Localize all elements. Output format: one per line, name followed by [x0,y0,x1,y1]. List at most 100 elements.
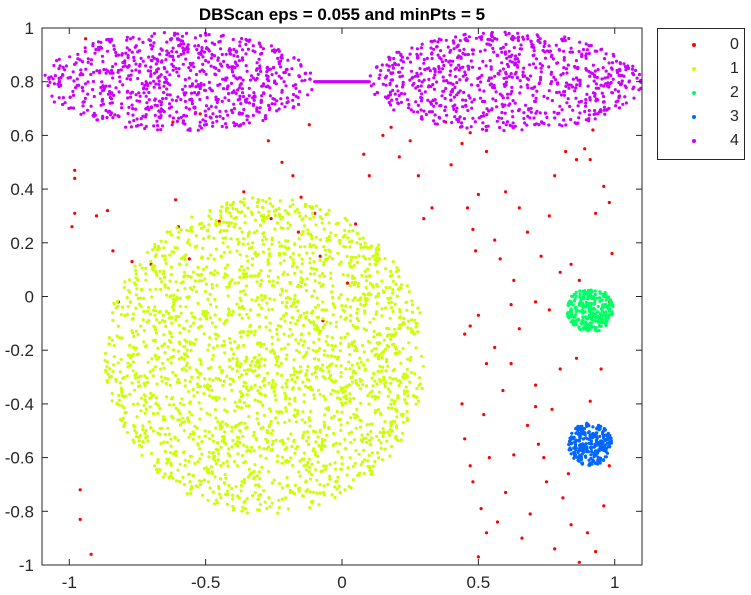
point-cluster-1 [244,355,249,359]
point-cluster-1 [164,240,168,244]
point-cluster-4 [162,90,166,95]
point-cluster-1 [374,295,378,299]
point-cluster-4 [391,66,395,70]
point-cluster-1 [136,402,140,406]
point-cluster-1 [128,392,132,396]
point-cluster-3 [584,442,588,446]
point-cluster-4 [117,115,121,119]
point-cluster-1 [172,297,176,301]
point-cluster-4 [565,101,569,105]
point-cluster-1 [295,412,299,416]
point-cluster-1 [167,403,172,407]
point-cluster-1 [250,298,254,302]
point-cluster-1 [140,453,144,457]
point-cluster-1 [132,440,136,445]
point-cluster-1 [356,383,360,387]
point-cluster-1 [193,342,197,346]
point-cluster-1 [354,381,358,385]
point-cluster-1 [240,480,244,484]
point-cluster-1 [373,460,377,464]
point-cluster-1 [345,332,349,336]
point-cluster-4 [186,50,190,54]
point-cluster-4 [539,70,543,74]
point-cluster-1 [159,441,163,446]
point-cluster-1 [259,392,263,396]
point-cluster-4 [528,63,532,67]
point-cluster-4 [455,93,459,97]
point-cluster-1 [266,258,270,262]
point-cluster-1 [368,469,372,473]
point-cluster-1 [226,294,230,298]
point-cluster-4 [216,58,220,62]
point-cluster-1 [400,322,404,326]
point-cluster-1 [125,312,130,316]
point-cluster-1 [220,439,224,443]
point-cluster-1 [131,331,135,335]
point-cluster-4 [89,62,93,66]
point-cluster-1 [277,498,281,502]
point-cluster-1 [388,376,392,380]
point-cluster-4 [599,48,603,52]
point-cluster-1 [387,333,391,337]
point-cluster-1 [309,266,313,270]
point-cluster-1 [126,353,130,357]
point-cluster-1 [267,381,271,385]
legend: 0 1 2 3 4 [657,28,745,160]
point-cluster-1 [294,447,298,451]
point-cluster-4 [267,79,271,83]
point-cluster-2 [586,304,590,308]
point-cluster-1 [151,429,156,433]
point-cluster-1 [345,421,349,425]
point-cluster-1 [310,462,314,466]
point-cluster-1 [178,296,182,300]
point-cluster-4 [212,65,216,69]
point-cluster-1 [257,365,261,369]
y-tick-label: -0.8 [5,502,34,521]
point-cluster-4 [132,55,136,60]
point-cluster-4 [432,47,436,51]
point-cluster-2 [578,309,582,313]
point-cluster-1 [260,278,264,283]
point-cluster-1 [169,451,173,455]
point-cluster-1 [377,390,382,394]
point-cluster-1 [307,416,311,420]
point-cluster-4 [538,111,542,115]
point-cluster-4 [558,104,562,108]
point-cluster-4 [559,73,563,77]
point-cluster-4 [141,40,145,45]
point-cluster-4 [551,57,556,61]
point-cluster-1 [131,312,135,316]
point-cluster-1 [407,341,411,345]
point-cluster-4 [217,40,221,44]
point-cluster-1 [235,357,239,361]
point-cluster-4 [157,109,161,113]
point-cluster-1 [395,294,399,298]
point-cluster-4 [157,82,161,87]
point-cluster-1 [344,401,348,405]
point-cluster-4 [615,68,619,73]
point-cluster-4 [546,96,550,100]
point-cluster-4 [416,110,420,114]
point-cluster-1 [155,467,159,471]
point-cluster-4 [99,85,103,90]
point-cluster-1 [391,279,395,283]
point-cluster-1 [169,265,173,269]
data-points [43,30,643,564]
point-cluster-1 [308,261,312,265]
point-cluster-1 [359,401,363,405]
point-cluster-2 [582,327,586,331]
point-cluster-4 [159,103,163,107]
point-cluster-1 [279,317,283,321]
point-cluster-4 [232,107,236,111]
point-cluster-4 [198,124,202,128]
point-cluster-1 [320,440,324,445]
point-cluster-4 [431,82,435,87]
point-cluster-4 [106,69,110,73]
point-cluster-1 [190,311,194,315]
point-cluster-1 [273,213,277,218]
point-cluster-4 [198,97,202,102]
point-cluster-4 [124,51,128,55]
point-cluster-1 [394,377,398,381]
point-cluster-1 [323,438,327,442]
point-cluster-3 [572,451,576,455]
